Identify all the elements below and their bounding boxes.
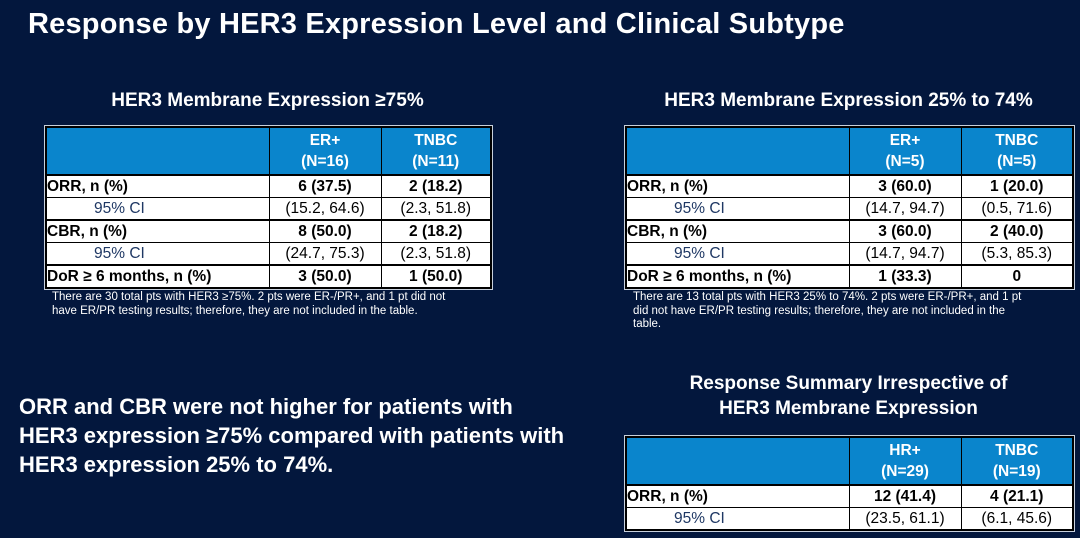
- table-row-dor: DoR ≥ 6 months, n (%) 1 (33.3) 0: [625, 264, 1074, 289]
- table-row-cbr: CBR, n (%) 8 (50.0) 2 (18.2): [45, 219, 492, 243]
- statement-line: ORR and CBR were not higher for patients…: [19, 394, 513, 419]
- col-n: (N=19): [992, 463, 1041, 480]
- table-row-orr: ORR, n (%) 3 (60.0) 1 (20.0): [625, 174, 1074, 198]
- cell-value: (15.2, 64.6): [268, 197, 382, 221]
- key-finding-statement: ORR and CBR were not higher for patients…: [19, 392, 619, 479]
- mid-expression-footnote: There are 13 total pts with HER3 25% to …: [633, 291, 1073, 332]
- cell-value: (6.1, 45.6): [960, 507, 1074, 531]
- table-row-orr-ci: 95% CI (15.2, 64.6) (2.3, 51.8): [45, 197, 492, 221]
- row-label: 95% CI: [625, 197, 850, 221]
- header-col-er: ER+ (N=16): [268, 126, 382, 176]
- table-row-cbr-ci: 95% CI (24.7, 75.3) (2.3, 51.8): [45, 242, 492, 266]
- cell-value: (2.3, 51.8): [380, 242, 492, 266]
- cell-value: 2 (40.0): [960, 219, 1074, 243]
- heading-line: Response Summary Irrespective of: [689, 373, 1008, 394]
- cell-value: 2 (18.2): [380, 174, 492, 198]
- table-header-row: ER+ (N=5) TNBC (N=5): [625, 126, 1074, 176]
- row-label: CBR, n (%): [45, 219, 270, 243]
- row-label: ORR, n (%): [45, 174, 270, 198]
- col-n: (N=16): [301, 153, 349, 170]
- row-label: ORR, n (%): [625, 484, 850, 508]
- cell-value: (14.7, 94.7): [848, 242, 962, 266]
- cell-value: 4 (21.1): [960, 484, 1074, 508]
- header-col-tnbc: TNBC (N=19): [960, 436, 1074, 486]
- cell-value: (5.3, 85.3): [960, 242, 1074, 266]
- summary-table: HR+ (N=29) TNBC (N=19) ORR, n (%) 12 (41…: [624, 435, 1075, 532]
- cell-value: 2 (18.2): [380, 219, 492, 243]
- cell-value: 0: [960, 264, 1074, 289]
- col-name: ER+: [309, 132, 341, 149]
- cell-value: (23.5, 61.1): [848, 507, 962, 531]
- footnote-line: There are 30 total pts with HER3 ≥75%. 2…: [52, 291, 446, 303]
- row-label: 95% CI: [45, 197, 270, 221]
- row-label: DoR ≥ 6 months, n (%): [45, 264, 270, 289]
- col-name: HR+: [889, 442, 921, 459]
- row-label: 95% CI: [625, 507, 850, 531]
- col-n: (N=11): [412, 153, 460, 170]
- table-row-dor: DoR ≥ 6 months, n (%) 3 (50.0) 1 (50.0): [45, 264, 492, 289]
- row-label: ORR, n (%): [625, 174, 850, 198]
- col-n: (N=5): [885, 153, 925, 170]
- slide-title: Response by HER3 Expression Level and Cl…: [28, 8, 845, 40]
- table-header-row: ER+ (N=16) TNBC (N=11): [45, 126, 492, 176]
- cell-value: (0.5, 71.6): [960, 197, 1074, 221]
- footnote-line: There are 13 total pts with HER3 25% to …: [633, 291, 1022, 303]
- cell-value: 6 (37.5): [268, 174, 382, 198]
- table-row-orr-ci: 95% CI (23.5, 61.1) (6.1, 45.6): [625, 507, 1074, 531]
- header-col-tnbc: TNBC (N=11): [380, 126, 492, 176]
- col-name: TNBC: [995, 132, 1039, 149]
- table-row-cbr-ci: 95% CI (14.7, 94.7) (5.3, 85.3): [625, 242, 1074, 266]
- col-name: TNBC: [414, 132, 458, 149]
- footnote-line: have ER/PR testing results; therefore, t…: [52, 304, 418, 317]
- table-row-orr: ORR, n (%) 6 (37.5) 2 (18.2): [45, 174, 492, 198]
- cell-value: 3 (60.0): [848, 174, 962, 198]
- high-expression-footnote: There are 30 total pts with HER3 ≥75%. 2…: [52, 291, 502, 318]
- cell-value: 3 (50.0): [268, 264, 382, 289]
- table-row-orr: ORR, n (%) 12 (41.4) 4 (21.1): [625, 484, 1074, 508]
- cell-value: 3 (60.0): [848, 219, 962, 243]
- col-n: (N=29): [881, 463, 929, 480]
- header-col-er: ER+ (N=5): [848, 126, 962, 176]
- high-expression-table-heading: HER3 Membrane Expression ≥75%: [111, 90, 424, 111]
- cell-value: (14.7, 94.7): [848, 197, 962, 221]
- summary-table-heading: Response Summary Irrespective of HER3 Me…: [625, 371, 1072, 421]
- col-name: ER+: [889, 132, 921, 149]
- table-row-orr-ci: 95% CI (14.7, 94.7) (0.5, 71.6): [625, 197, 1074, 221]
- cell-value: 1 (33.3): [848, 264, 962, 289]
- header-col-tnbc: TNBC (N=5): [960, 126, 1074, 176]
- cell-value: 8 (50.0): [268, 219, 382, 243]
- statement-line: HER3 expression ≥75% compared with patie…: [19, 423, 565, 448]
- header-empty-cell: [625, 126, 850, 176]
- col-n: (N=5): [997, 153, 1037, 170]
- cell-value: 1 (20.0): [960, 174, 1074, 198]
- row-label: 95% CI: [625, 242, 850, 266]
- header-empty-cell: [45, 126, 270, 176]
- col-name: TNBC: [995, 442, 1039, 459]
- heading-line: HER3 Membrane Expression: [719, 398, 978, 419]
- cell-value: 12 (41.4): [848, 484, 962, 508]
- footnote-line: did not have ER/PR testing results; ther…: [633, 304, 1006, 317]
- cell-value: (24.7, 75.3): [268, 242, 382, 266]
- table-row-cbr: CBR, n (%) 3 (60.0) 2 (40.0): [625, 219, 1074, 243]
- cell-value: 1 (50.0): [380, 264, 492, 289]
- header-col-hr: HR+ (N=29): [848, 436, 962, 486]
- cell-value: (2.3, 51.8): [380, 197, 492, 221]
- table-header-row: HR+ (N=29) TNBC (N=19): [625, 436, 1074, 486]
- header-empty-cell: [625, 436, 850, 486]
- row-label: DoR ≥ 6 months, n (%): [625, 264, 850, 289]
- mid-expression-table-heading: HER3 Membrane Expression 25% to 74%: [664, 90, 1033, 111]
- row-label: 95% CI: [45, 242, 270, 266]
- high-expression-table: ER+ (N=16) TNBC (N=11) ORR, n (%) 6 (37.…: [44, 125, 493, 290]
- mid-expression-table: ER+ (N=5) TNBC (N=5) ORR, n (%) 3 (60.0)…: [624, 125, 1075, 290]
- statement-line: HER3 expression 25% to 74%.: [19, 452, 334, 477]
- row-label: CBR, n (%): [625, 219, 850, 243]
- footnote-line: table.: [633, 318, 662, 330]
